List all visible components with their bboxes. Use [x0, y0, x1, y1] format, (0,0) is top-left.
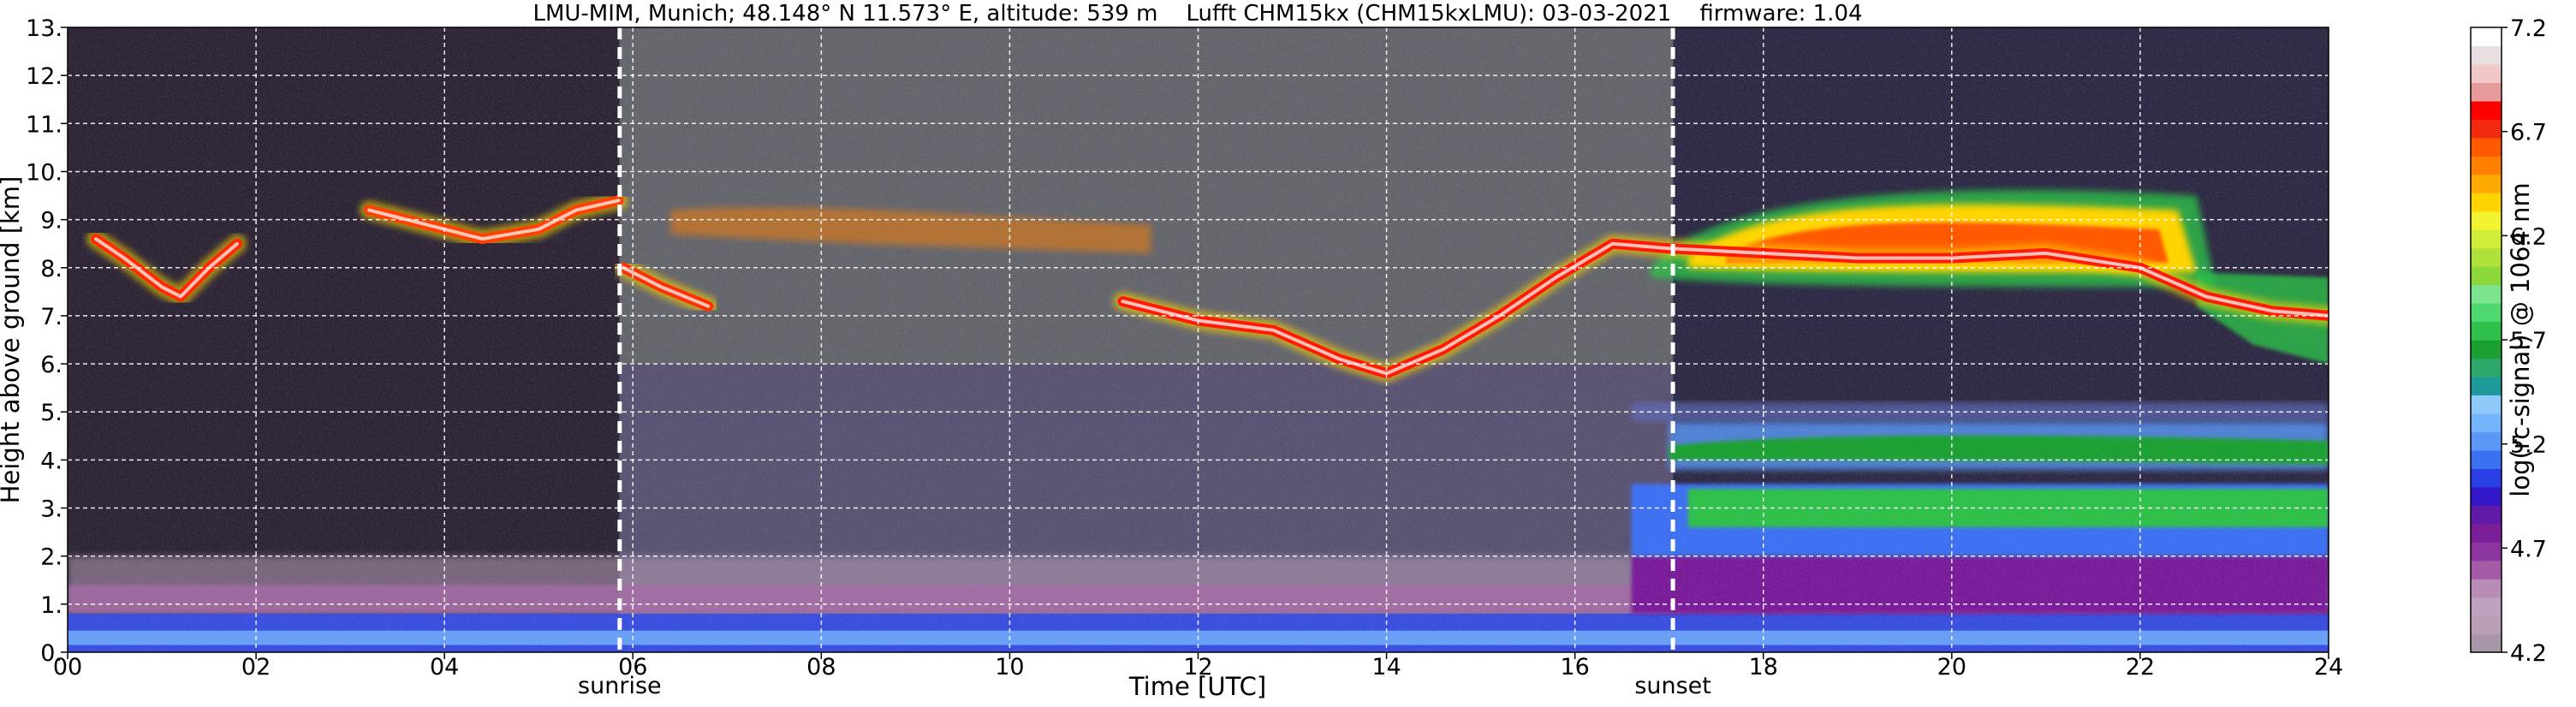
colorbar-segment [2471, 340, 2502, 359]
colorbar-segment [2471, 395, 2502, 414]
colorbar-tick-label: 4.2 [2510, 640, 2547, 667]
colorbar-segment [2471, 266, 2502, 286]
colorbar-segment [2471, 156, 2502, 175]
y-axis: 0. 1. 2. 3. 4. 5. 6. 7. 8. 9. 10. 11. 12. 13. [26, 15, 68, 667]
x-tick-label: 10 [995, 654, 1024, 680]
colorbar-segment [2471, 449, 2502, 469]
y-tick-label: 2. [40, 544, 62, 571]
colorbar-segment [2471, 137, 2502, 157]
upper-orange-haze [670, 207, 1151, 253]
colorbar-tick-label: 6.7 [2510, 120, 2547, 146]
colorbar-segment [2471, 303, 2502, 323]
cirrus-day-core [622, 265, 711, 308]
y-tick-label: 0. [40, 640, 62, 667]
colorbar-segment [2471, 100, 2502, 120]
colorbar-segment [2471, 486, 2502, 506]
colorbar-segment [2471, 468, 2502, 488]
y-tick-label: 4. [40, 448, 62, 474]
colorbar-segment [2471, 358, 2502, 377]
colorbar-segment [2471, 229, 2502, 249]
colorbar-segment [2471, 193, 2502, 212]
x-tick-label: 02 [241, 654, 271, 680]
colorbar-segment [2471, 45, 2502, 65]
y-tick-label: 7. [40, 304, 62, 330]
colorbar-segment [2471, 119, 2502, 139]
annotation-label-sunrise: sunrise [578, 673, 662, 699]
colorbar-segment [2471, 579, 2502, 598]
cirrus-morning-1-core [94, 237, 240, 299]
colorbar-segment [2471, 431, 2502, 451]
colorbar-tick-label: 7.2 [2510, 15, 2547, 42]
colorbar-segment [2471, 27, 2502, 47]
annotation-labels: sunrise sunset [578, 673, 1711, 699]
y-tick-label: 1. [40, 592, 62, 619]
colorbar-segment [2471, 82, 2502, 102]
y-tick-label: 9. [40, 208, 62, 235]
cirrus-morning-2-core [367, 199, 621, 241]
cloud-traces [86, 189, 2329, 383]
y-tick-label: 13. [26, 15, 62, 42]
colorbar: 4.2 4.7 5.2 5.7 6.2 6.7 7.2 [2470, 15, 2547, 667]
colorbar-label: log(rc-signal) @ 1064 nm [2506, 182, 2535, 496]
colorbar-tick-label: 5.7 [2510, 328, 2547, 354]
annotation-label-sunset: sunset [1634, 673, 1711, 699]
colorbar-segment [2471, 211, 2502, 230]
x-axis-label: Time [UTC] [1128, 672, 1266, 701]
x-tick-label: 20 [1937, 654, 1966, 680]
colorbar-segment [2471, 174, 2502, 193]
annotation-lines [617, 27, 1675, 652]
y-tick-label: 12. [26, 63, 62, 90]
colorbar-tick-label: 5.2 [2510, 432, 2547, 459]
colorbar-segment [2471, 505, 2502, 525]
colorbar-segment [2471, 247, 2502, 267]
colorbar-segment [2471, 284, 2502, 304]
colorbar-segment [2471, 63, 2502, 84]
plot-area [68, 27, 2329, 652]
colorbar-segment [2471, 560, 2502, 579]
x-tick-label: 22 [2126, 654, 2155, 680]
colorbar-tick-label: 4.7 [2510, 536, 2547, 562]
y-tick-label: 3. [40, 496, 62, 523]
colorbar-segment [2471, 597, 2502, 616]
colorbar-segment [2471, 633, 2502, 653]
colorbar-segment [2471, 376, 2502, 396]
y-axis-label: Height above ground [km] [0, 176, 25, 504]
colorbar-segment [2471, 615, 2502, 635]
colorbar-segment [2471, 542, 2502, 561]
y-tick-label: 5. [40, 400, 62, 426]
x-tick-label: 14 [1371, 654, 1401, 680]
x-tick-label: 16 [1560, 654, 1589, 680]
colorbar-segment [2471, 321, 2502, 341]
chart-title: LMU-MIM, Munich; 48.148° N 11.573° E, al… [532, 1, 1862, 27]
y-tick-label: 10. [26, 159, 62, 186]
x-tick-label: 06 [618, 654, 647, 680]
y-tick-label: 11. [26, 111, 62, 138]
y-tick-label: 6. [40, 352, 62, 378]
x-tick-label: 18 [1749, 654, 1778, 680]
x-axis: 00 02 04 06 08 10 12 14 16 18 20 22 24 [53, 652, 2343, 680]
x-tick-label: 04 [430, 654, 459, 680]
colorbar-segment [2471, 413, 2502, 432]
grid-lines [68, 27, 2329, 652]
x-tick-label: 08 [806, 654, 836, 680]
cirrus-descending-core [1121, 241, 2329, 376]
colorbar-tick-label: 6.2 [2510, 223, 2547, 250]
colorbar-segment [2471, 523, 2502, 543]
x-tick-label: 00 [53, 654, 82, 680]
x-tick-label: 24 [2314, 654, 2343, 680]
x-tick-label: 12 [1183, 654, 1212, 680]
y-tick-label: 8. [40, 256, 62, 282]
